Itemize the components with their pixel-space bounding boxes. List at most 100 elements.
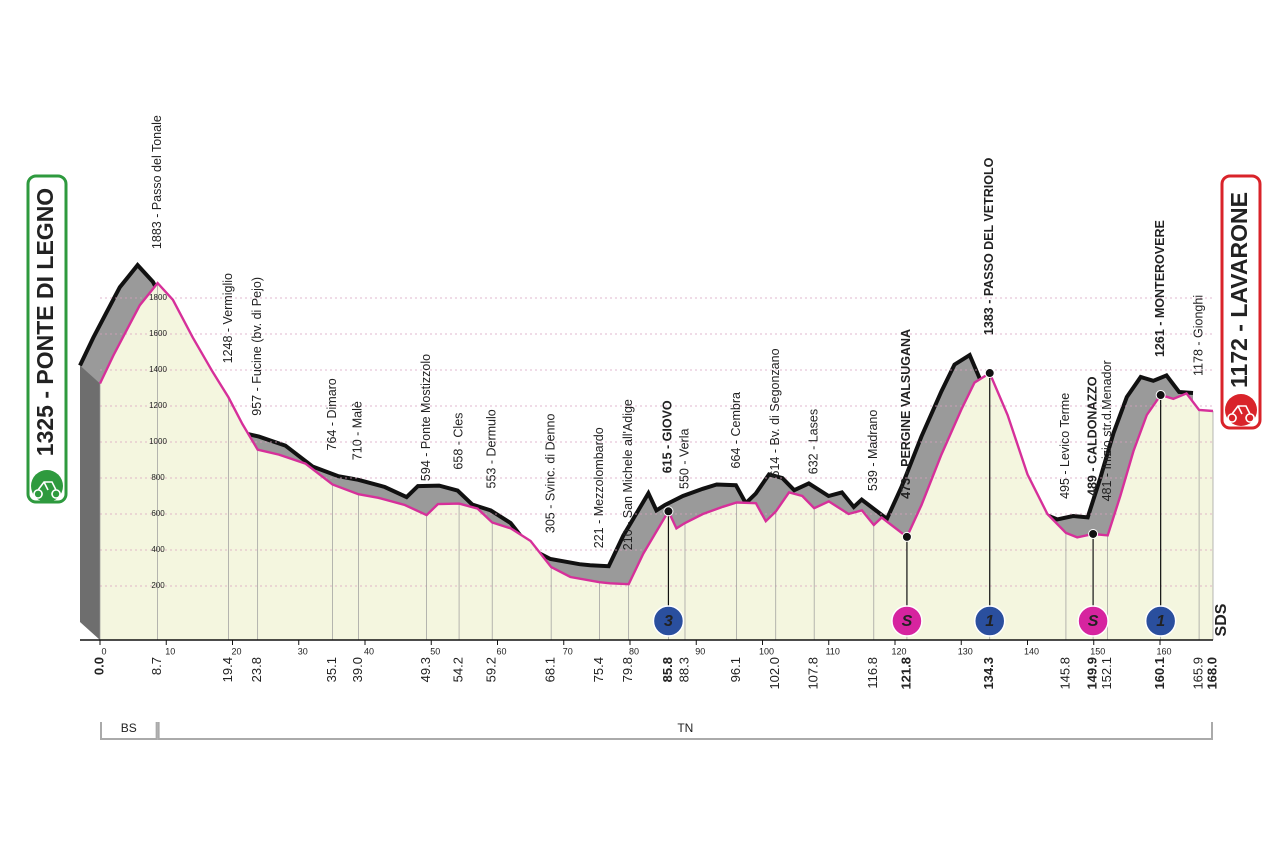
marker-dot — [663, 506, 674, 517]
x-tick-label: 130 — [958, 646, 973, 656]
logo: SDS — [1213, 603, 1230, 636]
km-label: 149.9 — [1085, 657, 1100, 690]
bike-icon — [33, 481, 61, 499]
waypoint-label: 550 - Verla — [677, 428, 691, 489]
x-tick-label: 40 — [364, 646, 374, 656]
climb-label: 1 — [985, 613, 994, 630]
waypoint-label: 1883 - Passo del Tonale — [150, 115, 164, 249]
region-bracket — [100, 722, 158, 740]
waypoint-label: 658 - Cles — [451, 413, 465, 470]
waypoint-label: 489 - CALDONAZZO — [1085, 376, 1099, 496]
km-label: 165.9 — [1191, 657, 1206, 690]
waypoint-label: 539 - Madrano — [866, 410, 880, 491]
waypoint-label: 710 - Malè — [351, 401, 365, 460]
waypoint-label: 957 - Fucine (bv. di Pejo) — [250, 277, 264, 416]
profile-area — [100, 283, 1213, 640]
waypoint-label: 473 - PERGINE VALSUGANA — [899, 329, 913, 499]
marker-dot — [901, 531, 912, 542]
region-label: BS — [121, 721, 137, 735]
waypoint-label: 764 - Dimaro — [325, 378, 339, 450]
region-label: TN — [677, 721, 693, 735]
marker-dot — [984, 368, 995, 379]
marker-dot — [1088, 528, 1099, 539]
x-tick-label: 70 — [563, 646, 573, 656]
waypoint-label: 495 - Levico Terme — [1058, 393, 1072, 499]
y-tick-label: 1000 — [149, 437, 167, 446]
bike-icon — [1227, 405, 1255, 423]
km-label: 68.1 — [543, 657, 558, 682]
x-tick-label: 100 — [759, 646, 774, 656]
sprint-icon — [891, 605, 923, 637]
x-tick-label: 120 — [891, 646, 906, 656]
y-tick-label: 1600 — [149, 329, 167, 338]
km-label: 59.2 — [484, 657, 499, 682]
x-tick-label: 60 — [496, 646, 506, 656]
km-label: 121.8 — [898, 657, 913, 690]
y-tick-label: 1400 — [149, 365, 167, 374]
km-label: 116.8 — [865, 657, 880, 689]
y-tick-label: 400 — [151, 545, 165, 554]
km-label: 8.7 — [149, 657, 164, 675]
marker-dot — [1155, 390, 1166, 401]
x-tick-label: 140 — [1024, 646, 1039, 656]
waypoint-label: 594 - Ponte Mostizzolo — [419, 354, 433, 481]
y-tick-label: 200 — [151, 581, 165, 590]
km-label: 134.3 — [981, 657, 996, 690]
sprint-icon — [1077, 605, 1109, 637]
climb-icon — [652, 605, 685, 637]
waypoint-label: 1261 - MONTEROVERE — [1153, 220, 1167, 357]
x-tick-label: 160 — [1156, 646, 1171, 656]
waypoint-label: 1383 - PASSO DEL VETRIOLO — [982, 157, 996, 335]
km-label: 79.8 — [620, 657, 635, 682]
km-label: 145.8 — [1057, 657, 1072, 690]
y-tick-label: 800 — [151, 473, 165, 482]
profile-line — [98, 281, 1214, 586]
y-tick-label: 1200 — [149, 401, 167, 410]
finish-label: 1172 - LAVARONE — [1226, 192, 1252, 388]
region-bracket — [157, 722, 1213, 740]
km-label: 54.2 — [451, 657, 466, 682]
km-label: 88.3 — [676, 657, 691, 682]
x-tick-label: 50 — [430, 646, 440, 656]
km-label: 23.8 — [249, 657, 264, 682]
km-label: 96.1 — [728, 657, 743, 682]
sprint-label: S — [902, 613, 913, 630]
x-tick-label: 80 — [629, 646, 639, 656]
km-label: 39.0 — [350, 657, 365, 682]
km-label: 168.0 — [1204, 657, 1219, 690]
waypoint-label: 1178 - Gionghi — [1191, 295, 1205, 376]
waypoint-label: 615 - GIOVO — [661, 400, 675, 473]
x-tick-label: 0 — [101, 646, 106, 656]
finish-icon — [1225, 394, 1257, 426]
km-label: 35.1 — [324, 657, 339, 682]
waypoint-label: 1248 - Vermiglio — [221, 273, 235, 363]
y-tick-label: 1800 — [149, 293, 167, 302]
profile-wall — [80, 365, 100, 640]
waypoint-label: 664 - Cembra — [729, 392, 743, 468]
climb-label: 3 — [664, 613, 673, 630]
climb-label: 1 — [1156, 613, 1165, 630]
x-tick-label: 150 — [1090, 646, 1105, 656]
km-label: 160.1 — [1152, 657, 1167, 690]
climb-icon — [1144, 605, 1177, 637]
x-tick-label: 110 — [826, 646, 840, 656]
km-label: 152.1 — [1099, 657, 1114, 690]
start-icon — [31, 470, 63, 502]
x-tick-label: 90 — [695, 646, 705, 656]
km-label: 0.0 — [91, 657, 106, 675]
km-label: 19.4 — [220, 657, 235, 682]
x-tick-label: 30 — [298, 646, 308, 656]
x-tick-label: 20 — [231, 646, 241, 656]
climb-icon — [973, 605, 1006, 637]
waypoint-label: 614 - Bv. di Segonzano — [768, 348, 782, 477]
start-label: 1325 - PONTE DI LEGNO — [32, 188, 58, 456]
km-label: 85.8 — [660, 657, 675, 682]
km-label: 107.8 — [806, 657, 821, 690]
y-tick-label: 600 — [151, 509, 165, 518]
km-label: 49.3 — [418, 657, 433, 682]
sprint-label: S — [1088, 613, 1099, 630]
waypoint-label: 210 - San Michele all'Adige — [621, 399, 635, 550]
